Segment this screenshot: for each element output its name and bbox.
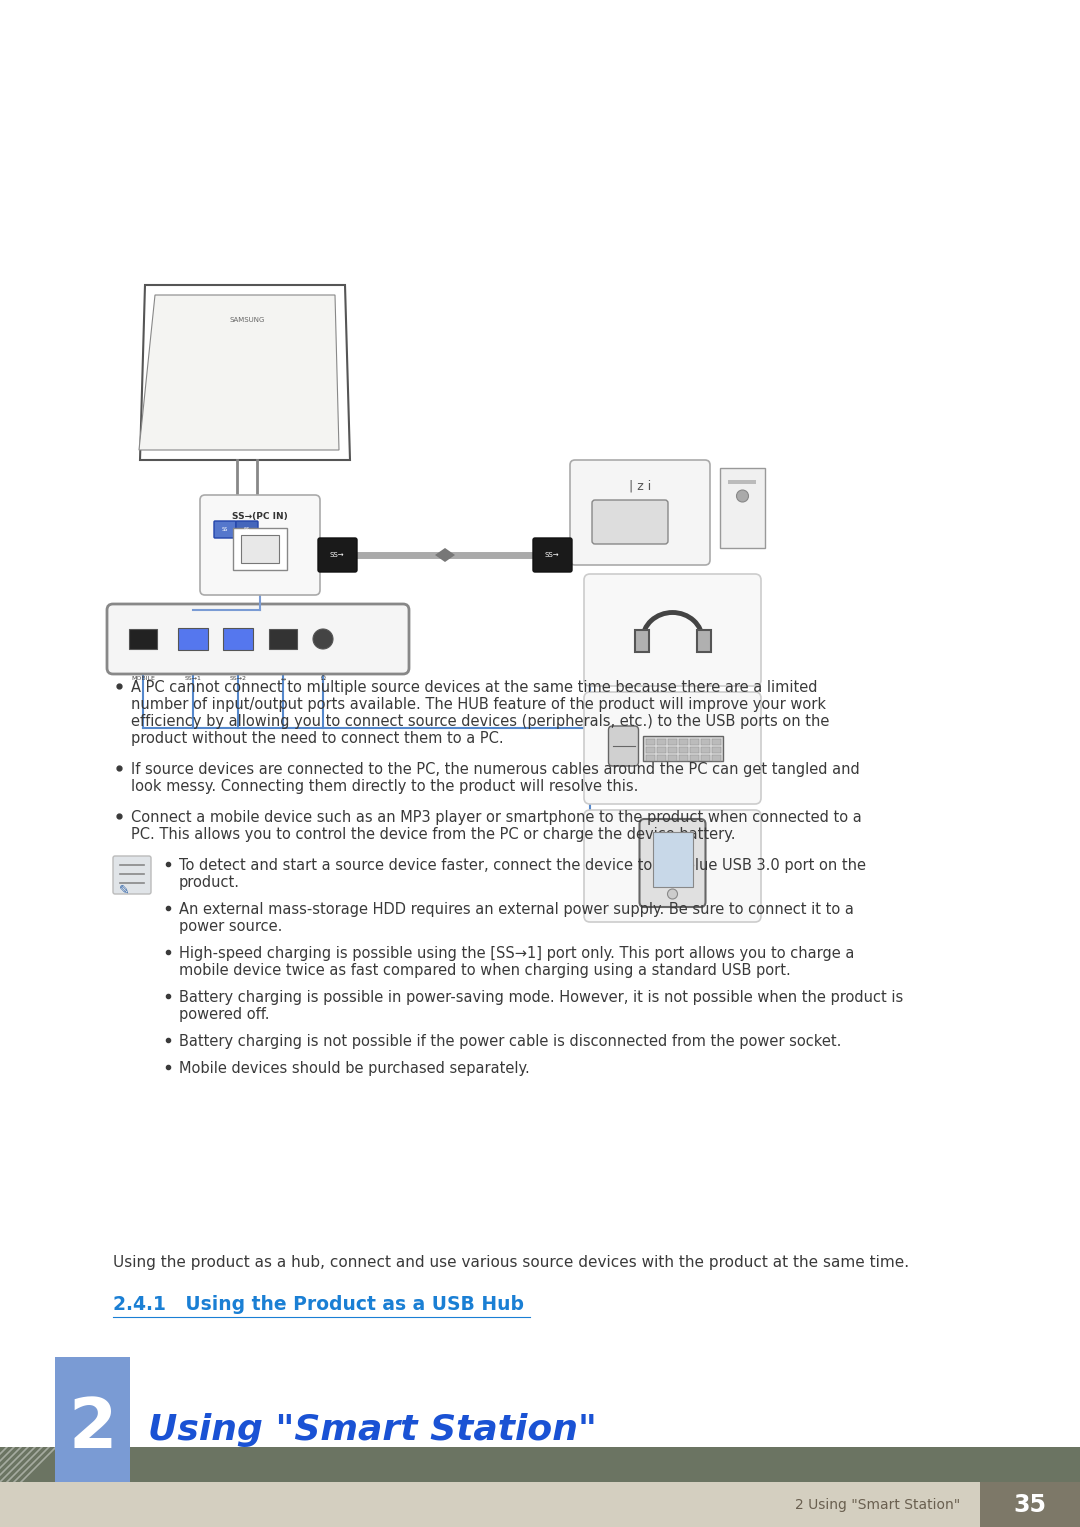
FancyBboxPatch shape xyxy=(534,538,572,573)
Text: MOBILE: MOBILE xyxy=(131,676,154,681)
Text: PC. This allows you to control the device from the PC or charge the device batte: PC. This allows you to control the devic… xyxy=(131,828,735,841)
Bar xyxy=(720,467,765,548)
Bar xyxy=(728,479,756,484)
FancyBboxPatch shape xyxy=(237,521,258,538)
Text: ↔: ↔ xyxy=(281,676,285,681)
Circle shape xyxy=(667,889,677,899)
Text: look messy. Connecting them directly to the product will resolve this.: look messy. Connecting them directly to … xyxy=(131,779,638,794)
Text: Battery charging is not possible if the power cable is disconnected from the pow: Battery charging is not possible if the … xyxy=(179,1034,841,1049)
Bar xyxy=(646,739,654,745)
Polygon shape xyxy=(140,286,350,460)
Bar xyxy=(712,747,720,753)
Bar xyxy=(129,629,157,649)
Text: SS→2: SS→2 xyxy=(229,676,246,681)
Bar xyxy=(678,739,688,745)
Text: | z i: | z i xyxy=(629,479,651,493)
Bar xyxy=(657,754,665,760)
Text: SAMSUNG: SAMSUNG xyxy=(229,318,265,324)
Bar xyxy=(980,1483,1080,1527)
Text: If source devices are connected to the PC, the numerous cables around the PC can: If source devices are connected to the P… xyxy=(131,762,860,777)
Text: SS: SS xyxy=(221,527,228,531)
Bar xyxy=(667,739,676,745)
Polygon shape xyxy=(55,1500,83,1527)
Bar xyxy=(646,747,654,753)
Bar xyxy=(643,736,723,760)
Text: An external mass-storage HDD requires an external power supply. Be sure to conne: An external mass-storage HDD requires an… xyxy=(179,902,854,918)
Text: efficiency by allowing you to connect source devices (peripherals, etc.) to the : efficiency by allowing you to connect so… xyxy=(131,715,829,728)
Polygon shape xyxy=(139,295,339,450)
Text: 35: 35 xyxy=(1013,1492,1047,1516)
Text: High-speed charging is possible using the [SS→1] port only. This port allows you: High-speed charging is possible using th… xyxy=(179,947,854,960)
Bar xyxy=(55,1358,130,1527)
Bar xyxy=(657,747,665,753)
Bar xyxy=(689,739,699,745)
FancyBboxPatch shape xyxy=(584,692,761,805)
Text: A PC cannot connect to multiple source devices at the same time because there ar: A PC cannot connect to multiple source d… xyxy=(131,680,818,695)
Text: mobile device twice as fast compared to when charging using a standard USB port.: mobile device twice as fast compared to … xyxy=(179,964,791,977)
Bar xyxy=(701,747,710,753)
Text: 2: 2 xyxy=(68,1394,117,1461)
Bar xyxy=(0,1448,1080,1527)
Bar xyxy=(697,631,711,652)
Bar xyxy=(269,629,297,649)
Text: 2.4.1   Using the Product as a USB Hub: 2.4.1 Using the Product as a USB Hub xyxy=(113,1295,524,1315)
FancyBboxPatch shape xyxy=(584,809,761,922)
Text: SS→1: SS→1 xyxy=(185,676,202,681)
Bar xyxy=(652,832,692,887)
Text: SS→: SS→ xyxy=(329,551,345,557)
Text: Battery charging is possible in power-saving mode. However, it is not possible w: Battery charging is possible in power-sa… xyxy=(179,989,903,1005)
Text: number of input/output ports available. The HUB feature of the product will impr: number of input/output ports available. … xyxy=(131,696,826,712)
FancyBboxPatch shape xyxy=(113,857,151,893)
Bar xyxy=(178,628,208,651)
Text: To detect and start a source device faster, connect the device to the blue USB 3: To detect and start a source device fast… xyxy=(179,858,866,873)
Circle shape xyxy=(313,629,333,649)
FancyBboxPatch shape xyxy=(592,499,669,544)
Bar xyxy=(241,534,279,563)
FancyBboxPatch shape xyxy=(214,521,237,538)
FancyBboxPatch shape xyxy=(318,538,357,573)
FancyBboxPatch shape xyxy=(608,725,638,767)
Circle shape xyxy=(737,490,748,502)
Bar xyxy=(689,747,699,753)
Polygon shape xyxy=(435,548,455,562)
Text: Using "Smart Station": Using "Smart Station" xyxy=(148,1412,597,1448)
Bar xyxy=(646,754,654,760)
Bar xyxy=(657,739,665,745)
Bar xyxy=(712,754,720,760)
Text: product without the need to connect them to a PC.: product without the need to connect them… xyxy=(131,731,503,747)
FancyBboxPatch shape xyxy=(639,818,705,907)
FancyBboxPatch shape xyxy=(200,495,320,596)
FancyBboxPatch shape xyxy=(107,605,409,673)
Text: Using the product as a hub, connect and use various source devices with the prod: Using the product as a hub, connect and … xyxy=(113,1255,909,1270)
Text: Mobile devices should be purchased separately.: Mobile devices should be purchased separ… xyxy=(179,1061,530,1077)
Text: ✎: ✎ xyxy=(119,884,130,896)
Bar xyxy=(0,1483,980,1527)
FancyBboxPatch shape xyxy=(570,460,710,565)
Bar xyxy=(712,739,720,745)
Bar xyxy=(667,747,676,753)
Text: SS→(PC IN): SS→(PC IN) xyxy=(232,512,288,521)
Text: SS: SS xyxy=(244,527,251,531)
FancyBboxPatch shape xyxy=(584,574,761,686)
Bar xyxy=(635,631,648,652)
Bar xyxy=(689,754,699,760)
Bar xyxy=(233,528,287,570)
Bar xyxy=(678,754,688,760)
Text: powered off.: powered off. xyxy=(179,1006,270,1022)
Bar xyxy=(701,754,710,760)
Bar xyxy=(212,521,282,531)
Text: Ω: Ω xyxy=(321,676,325,681)
Bar xyxy=(222,628,253,651)
Bar xyxy=(678,747,688,753)
Bar xyxy=(701,739,710,745)
Text: 2 Using "Smart Station": 2 Using "Smart Station" xyxy=(795,1498,960,1512)
Text: SS→: SS→ xyxy=(544,551,559,557)
Text: product.: product. xyxy=(179,875,240,890)
Text: power source.: power source. xyxy=(179,919,282,935)
Bar xyxy=(667,754,676,760)
Text: Connect a mobile device such as an MP3 player or smartphone to the product when : Connect a mobile device such as an MP3 p… xyxy=(131,809,862,825)
